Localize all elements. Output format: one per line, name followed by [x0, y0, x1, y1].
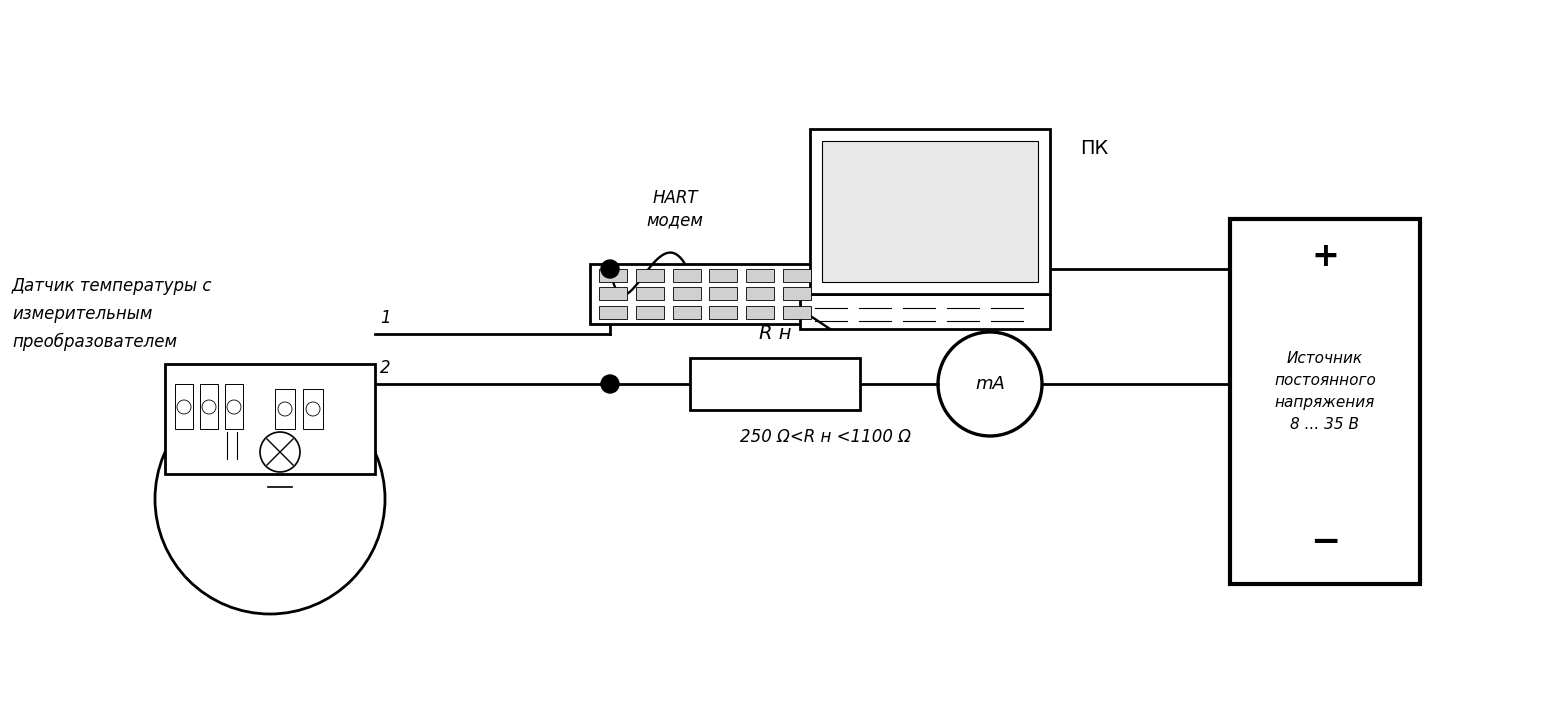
- Bar: [783, 306, 811, 319]
- Bar: [746, 288, 774, 301]
- Bar: [783, 288, 811, 301]
- Bar: [822, 141, 1038, 282]
- Bar: [200, 384, 218, 429]
- Text: ПК: ПК: [1080, 139, 1108, 158]
- Bar: [783, 269, 811, 283]
- Bar: [598, 269, 626, 283]
- Text: Датчик температуры с
измерительным
преобразователем: Датчик температуры с измерительным преоб…: [12, 277, 213, 351]
- Bar: [225, 384, 242, 429]
- Bar: [303, 389, 323, 429]
- Bar: [800, 294, 1051, 329]
- Bar: [636, 269, 664, 283]
- Bar: [275, 389, 295, 429]
- Bar: [690, 358, 859, 410]
- Text: mA: mA: [974, 375, 1005, 393]
- Bar: [673, 269, 701, 283]
- Bar: [598, 306, 626, 319]
- Text: 2: 2: [381, 359, 390, 377]
- Bar: [176, 384, 193, 429]
- Circle shape: [601, 260, 618, 278]
- Bar: [636, 288, 664, 301]
- Bar: [810, 129, 1051, 294]
- Bar: [710, 269, 738, 283]
- Text: +: +: [1312, 240, 1340, 273]
- Bar: [591, 264, 821, 324]
- Circle shape: [601, 375, 618, 393]
- Text: Источник
постоянного
напряжения
8 ... 35 В: Источник постоянного напряжения 8 ... 35…: [1274, 351, 1375, 432]
- Bar: [673, 288, 701, 301]
- Text: HART
модем: HART модем: [646, 189, 704, 229]
- Bar: [1231, 219, 1420, 584]
- Bar: [746, 306, 774, 319]
- Bar: [165, 364, 375, 474]
- Text: R н: R н: [758, 324, 791, 343]
- Bar: [746, 269, 774, 283]
- Bar: [636, 306, 664, 319]
- Bar: [710, 306, 738, 319]
- Text: −: −: [1310, 525, 1340, 559]
- Text: 250 Ω<R н <1100 Ω: 250 Ω<R н <1100 Ω: [740, 428, 911, 446]
- Bar: [673, 306, 701, 319]
- Bar: [598, 288, 626, 301]
- Bar: [710, 288, 738, 301]
- Text: 1: 1: [381, 309, 390, 327]
